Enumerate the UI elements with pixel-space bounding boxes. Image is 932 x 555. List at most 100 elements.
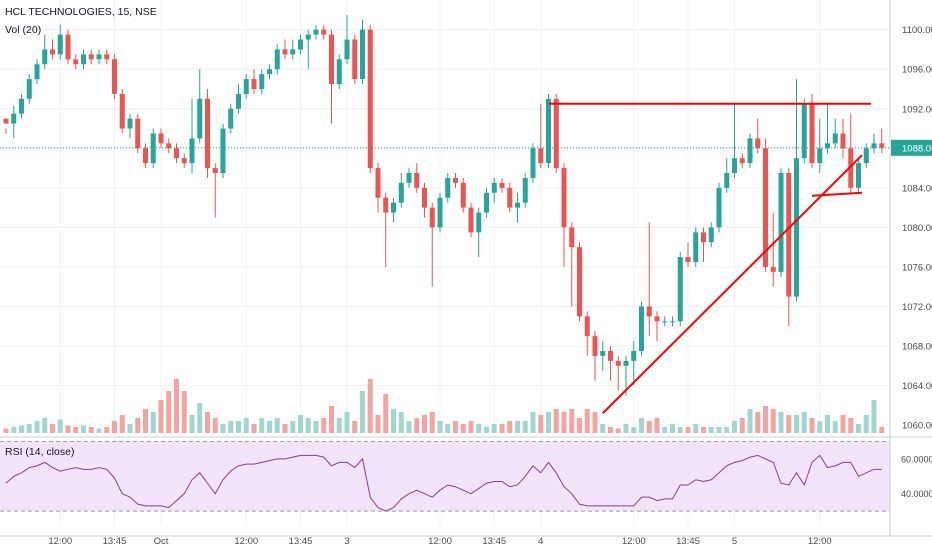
candle-body <box>26 79 32 99</box>
volume-bar <box>73 427 79 433</box>
volume-bar <box>608 427 613 433</box>
volume-bar <box>848 418 854 433</box>
volume-bar <box>298 415 303 433</box>
candle-body <box>600 350 606 356</box>
volume-bar <box>794 415 799 433</box>
candle-body <box>522 177 528 203</box>
volume-bar <box>212 418 218 433</box>
volume-bar <box>112 421 117 433</box>
candle-body <box>856 163 861 188</box>
candle-body <box>220 128 226 174</box>
symbol-legend: HCL TECHNOLOGIES, 15, NSE <box>5 6 157 18</box>
candle-body <box>205 98 210 169</box>
candle-body <box>406 173 412 183</box>
volume-bar <box>592 412 598 433</box>
candle-body <box>654 316 660 322</box>
volume-bar <box>468 421 474 433</box>
price-tick-label: 1096.00 <box>902 65 932 76</box>
candle-body <box>282 49 288 55</box>
support-line <box>811 191 863 197</box>
volume-bar <box>639 418 644 433</box>
volume-bar <box>406 421 412 433</box>
volume-bar <box>491 424 497 433</box>
volume-bar <box>422 415 427 433</box>
candle-body <box>127 118 133 129</box>
rsi-plot <box>5 454 882 512</box>
candle-body <box>863 148 869 164</box>
candle-body <box>391 202 396 213</box>
grid <box>0 0 932 525</box>
price-tick-label: 1092.00 <box>902 104 932 115</box>
volume-bar <box>646 421 652 433</box>
candle-body <box>468 207 474 233</box>
candle-body <box>445 177 451 198</box>
candle-body <box>608 350 613 361</box>
candle-body <box>112 59 117 94</box>
candle-body <box>383 197 389 213</box>
candle-body <box>243 79 249 94</box>
candle-body <box>290 49 296 55</box>
candle-body <box>181 158 187 164</box>
candle-body <box>553 98 559 169</box>
candle-body <box>73 59 79 65</box>
volume-bar <box>840 415 846 433</box>
volume-bar <box>460 424 466 433</box>
volume-bar <box>174 379 179 433</box>
volume-bar <box>561 412 567 433</box>
price-tick-label: 1068.00 <box>902 342 932 353</box>
candle-body <box>569 227 575 248</box>
volume-bar <box>42 418 48 433</box>
volume-bar <box>770 409 776 433</box>
time-tick-label: 13:45 <box>482 536 506 547</box>
volume-bar <box>832 421 838 433</box>
volume-bar <box>809 418 815 433</box>
candle-body <box>158 133 164 144</box>
volume-bar <box>321 418 327 433</box>
rsi-tick-label: 40.0000 <box>901 489 932 499</box>
time-tick-label: 12:00 <box>48 536 72 547</box>
volume-bar <box>127 424 133 433</box>
volume-bar <box>344 412 350 433</box>
volume-bar <box>57 419 63 433</box>
volume-bar <box>181 391 187 433</box>
candle-body <box>88 54 94 60</box>
candle-body <box>561 168 567 228</box>
volume-bar <box>623 424 629 433</box>
candle-body <box>708 227 714 243</box>
candle-body <box>515 202 520 208</box>
candle-body <box>670 321 675 323</box>
candle-body <box>546 98 551 164</box>
rsi-legend: RSI (14, close) <box>5 446 75 458</box>
candle-body <box>584 316 590 337</box>
candle-body <box>329 34 334 85</box>
candle-body <box>143 148 148 164</box>
volume-bar <box>507 421 513 433</box>
volume-bar <box>81 425 86 433</box>
volume-bar <box>11 427 17 433</box>
volume-bar <box>104 427 110 433</box>
candle-body <box>119 93 125 129</box>
volume-bar <box>453 421 458 433</box>
volume-bar <box>747 409 753 433</box>
volume-bar <box>166 391 172 433</box>
volume-bar <box>19 425 24 433</box>
volume-bar <box>732 421 737 433</box>
volume-bar <box>538 415 544 433</box>
volume-bar <box>375 415 381 433</box>
volume-bar <box>26 424 32 433</box>
volume-bar <box>778 412 784 433</box>
candle-body <box>305 34 311 40</box>
volume-bar <box>476 424 482 433</box>
candle-body <box>19 98 24 114</box>
candle-body <box>414 173 420 188</box>
candle-body <box>817 148 823 164</box>
volume-bar <box>569 409 575 433</box>
volume-bar <box>871 400 877 433</box>
volume-bar <box>3 428 9 433</box>
candle-body <box>3 118 9 124</box>
volume-bar <box>267 421 272 433</box>
candle-body <box>786 173 792 297</box>
volume-bar <box>701 427 706 433</box>
